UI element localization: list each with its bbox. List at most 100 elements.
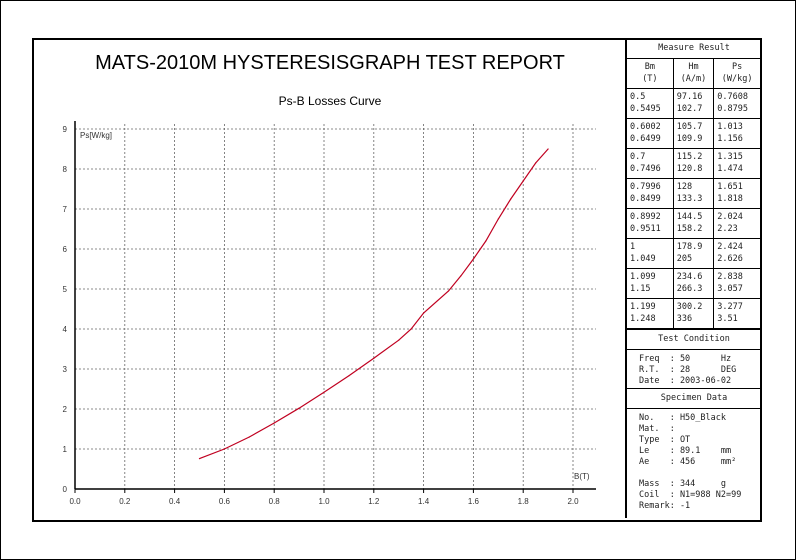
table-row: 0.6002 0.6499 105.7 109.9 1.013 1.156 — [627, 118, 760, 149]
y-tick-label: 7 — [63, 205, 68, 214]
y-tick-label: 4 — [63, 325, 68, 334]
table-cell: Bm (T) — [627, 59, 674, 89]
cell-value: 0.8795 — [717, 104, 748, 114]
info-line: Ae : 456 mm² — [639, 457, 737, 467]
cell-value: 115.2 — [676, 152, 703, 162]
table-cell: 1.315 1.474 — [713, 148, 760, 179]
info-line: Mat. : — [639, 424, 675, 434]
data-point — [298, 407, 300, 409]
table-row: 1.099 1.15 234.6 266.3 2.838 3.057 — [627, 268, 760, 299]
table-cell: 1.099 1.15 — [627, 268, 674, 299]
table-cell: 300.2 336 — [673, 298, 715, 329]
info-line: Remark: -1 — [639, 501, 691, 511]
cell-value: 133.3 — [676, 194, 703, 204]
cell-value: 1.156 — [717, 134, 743, 144]
data-point — [223, 448, 225, 450]
data-point — [472, 258, 474, 260]
chart-title: Ps-B Losses Curve — [278, 94, 382, 108]
data-point — [485, 240, 487, 242]
data-point — [398, 339, 400, 341]
x-tick-label: 0.2 — [119, 497, 131, 506]
cell-value: 3.277 — [717, 302, 743, 312]
cell-value: 0.8499 — [630, 194, 661, 204]
report-title: MATS-2010M HYSTERESISGRAPH TEST REPORT — [95, 52, 565, 74]
cell-value: Hm — [688, 62, 699, 72]
cell-value: 105.7 — [676, 122, 703, 132]
table-row: 0.7996 0.8499 128 133.3 1.651 1.818 — [627, 178, 760, 209]
cell-value: 0.8992 — [630, 212, 661, 222]
table-row: 1 1.049 178.9 205 2.424 2.626 — [627, 238, 760, 269]
cell-value: 1.199 — [630, 302, 656, 312]
cell-value: 178.9 — [676, 242, 703, 252]
losses-curve — [199, 148, 549, 460]
x-tick-label: 2.0 — [567, 497, 579, 506]
cell-value: 97.16 — [676, 92, 703, 102]
cell-value: 0.7996 — [630, 182, 661, 192]
cell-value: 128 — [676, 182, 693, 192]
cell-value: 1.248 — [630, 314, 656, 324]
y-axis-label: Ps[W/kg] — [80, 131, 112, 140]
test-condition-title: Test Condition — [627, 329, 761, 350]
info-line: Coil : N1=988 N2=99 — [639, 490, 742, 500]
table-row: Bm (T) Hm (A/m) Ps (W/kg) — [627, 59, 760, 89]
cell-value: 0.7 — [630, 152, 646, 162]
cell-value: 1.099 — [630, 272, 656, 282]
table-cell: 0.6002 0.6499 — [627, 118, 674, 149]
x-tick-label: 0.4 — [169, 497, 181, 506]
cell-value: (A/m) — [680, 74, 707, 84]
data-point — [198, 458, 201, 460]
cell-value: (T) — [642, 74, 658, 84]
cell-value: 2.626 — [717, 254, 743, 264]
data-point — [460, 275, 462, 277]
info-line: Freq : 50 Hz — [639, 354, 732, 364]
table-cell: 2.424 2.626 — [713, 238, 760, 269]
data-point — [323, 391, 325, 393]
cell-value: 109.9 — [676, 134, 703, 144]
x-tick-label: 0.0 — [69, 497, 81, 506]
table-row: 0.8992 0.9511 144.5 158.2 2.024 2.23 — [627, 208, 760, 239]
cell-value: 3.057 — [717, 284, 743, 294]
table-cell: 1 1.049 — [627, 238, 674, 269]
cell-value: 1.651 — [717, 182, 743, 192]
cell-value: 144.5 — [676, 212, 703, 222]
table-cell: Ps (W/kg) — [713, 59, 760, 89]
data-point — [497, 218, 499, 220]
cell-value: (W/kg) — [721, 74, 753, 84]
y-tick-label: 3 — [63, 365, 68, 374]
data-point — [348, 375, 350, 377]
data-point — [373, 357, 375, 359]
table-cell: 0.7608 0.8795 — [713, 88, 760, 119]
specimen-info: No. : H50_Black Mat. : Type : OT Le : 89.1 … — [627, 409, 761, 516]
cell-value: 0.7496 — [630, 164, 661, 174]
data-point — [535, 162, 537, 164]
table-cell: 128 133.3 — [673, 178, 715, 209]
losses-chart: 0.0 0.2 0.4 0.6 0.8 1.0 1.2 1.4 1.6 1.8 2.0 0 1 2 3 4 5 6… — [63, 121, 596, 506]
cell-value: 266.3 — [676, 284, 703, 294]
test-condition-info: Freq : 50 Hz R.T. : 28 DEG Date : 2003-06-… — [627, 350, 761, 389]
x-tick-label: 1.0 — [318, 497, 330, 506]
y-tick-label: 8 — [63, 165, 68, 174]
x-axis-label: B(T) — [574, 472, 590, 481]
y-tick-label: 2 — [63, 405, 68, 414]
x-tick-label: 1.8 — [518, 497, 530, 506]
cell-value: 2.424 — [717, 242, 743, 252]
y-tick-label: 9 — [63, 125, 68, 134]
data-point — [410, 328, 412, 330]
info-line: Date : 2003-06-02 — [639, 376, 732, 386]
cell-value: 0.9511 — [630, 224, 661, 234]
x-tick-label: 0.8 — [269, 497, 281, 506]
info-line: No. : H50_Black — [639, 413, 726, 423]
cell-value: 0.7608 — [717, 92, 748, 102]
table-cell: 105.7 109.9 — [673, 118, 715, 149]
cell-value: 336 — [676, 314, 693, 324]
measure-table: Bm (T) Hm (A/m) Ps (W/kg) 0.5 0.5495 97.16 102.7 0… — [627, 59, 760, 329]
x-tick-label: 1.2 — [368, 497, 380, 506]
cell-value: 0.6002 — [630, 122, 661, 132]
table-cell: 0.7996 0.8499 — [627, 178, 674, 209]
cell-value: 120.8 — [676, 164, 703, 174]
info-line: Le : 89.1 mm — [639, 446, 732, 456]
y-tick-label: 0 — [63, 485, 68, 494]
cell-value: 1 — [630, 242, 636, 252]
table-cell: 2.838 3.057 — [713, 268, 760, 299]
cell-value: 1.15 — [630, 284, 651, 294]
